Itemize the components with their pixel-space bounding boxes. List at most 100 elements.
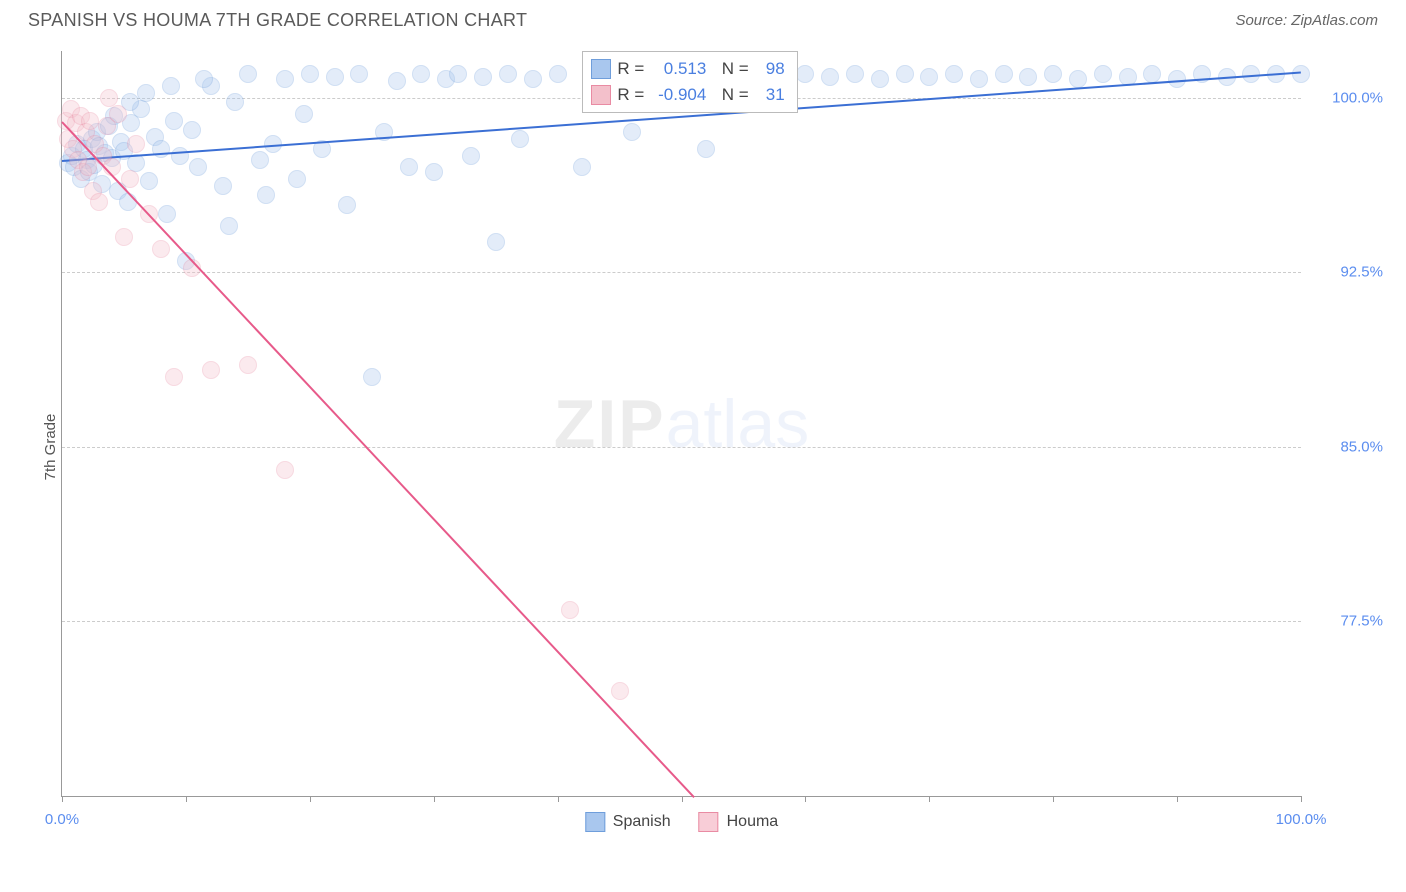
data-point [137, 84, 155, 102]
x-tick [1301, 796, 1302, 802]
data-point [127, 135, 145, 153]
data-point [239, 356, 257, 374]
data-point [896, 65, 914, 83]
data-point [1044, 65, 1062, 83]
data-point [220, 217, 238, 235]
data-point [487, 233, 505, 251]
legend-swatch [699, 812, 719, 832]
data-point [189, 158, 207, 176]
data-point [970, 70, 988, 88]
data-point [462, 147, 480, 165]
data-point [511, 130, 529, 148]
x-tick-label: 100.0% [1276, 811, 1327, 828]
data-point [623, 123, 641, 141]
stat-r-label: R = [617, 56, 644, 82]
data-point [119, 193, 137, 211]
data-point [524, 70, 542, 88]
data-point [276, 70, 294, 88]
data-point [121, 170, 139, 188]
data-point [140, 172, 158, 190]
y-tick-label: 85.0% [1313, 438, 1383, 455]
data-point [871, 70, 889, 88]
stats-box: R = 0.513 N = 98R = -0.904 N = 31 [582, 51, 797, 113]
x-tick [186, 796, 187, 802]
x-tick [558, 796, 559, 802]
data-point [945, 65, 963, 83]
data-point [1019, 68, 1037, 86]
data-point [449, 65, 467, 83]
data-point [796, 65, 814, 83]
series-swatch [591, 85, 611, 105]
gridline [62, 447, 1301, 448]
data-point [338, 196, 356, 214]
data-point [251, 151, 269, 169]
data-point [995, 65, 1013, 83]
gridline [62, 621, 1301, 622]
y-tick-label: 100.0% [1313, 89, 1383, 106]
data-point [100, 89, 118, 107]
x-tick-label: 0.0% [45, 811, 79, 828]
legend-item: Spanish [585, 812, 671, 832]
stat-n-label: N = [712, 82, 748, 108]
data-point [1094, 65, 1112, 83]
y-axis-label: 7th Grade [42, 414, 59, 481]
y-tick-label: 92.5% [1313, 264, 1383, 281]
x-tick [62, 796, 63, 802]
gridline [62, 272, 1301, 273]
x-tick [682, 796, 683, 802]
stat-r-value: 0.513 [650, 56, 706, 82]
stat-n-value: 98 [755, 56, 785, 82]
data-point [202, 361, 220, 379]
source-attribution: Source: ZipAtlas.com [1235, 12, 1378, 29]
chart-container: 7th Grade ZIPatlas 77.5%85.0%92.5%100.0%… [9, 37, 1397, 857]
data-point [363, 368, 381, 386]
data-point [295, 105, 313, 123]
stat-r-label: R = [617, 82, 644, 108]
stat-n-value: 31 [755, 82, 785, 108]
legend-label: Houma [727, 813, 779, 831]
legend-swatch [585, 812, 605, 832]
data-point [257, 186, 275, 204]
data-point [195, 70, 213, 88]
plot-area: ZIPatlas 77.5%85.0%92.5%100.0%0.0%100.0%… [61, 51, 1301, 797]
series-swatch [591, 59, 611, 79]
stat-n-label: N = [712, 56, 748, 82]
data-point [158, 205, 176, 223]
x-tick [1177, 796, 1178, 802]
data-point [152, 240, 170, 258]
data-point [79, 158, 97, 176]
data-point [499, 65, 517, 83]
data-point [388, 72, 406, 90]
x-tick [1053, 796, 1054, 802]
stat-r-value: -0.904 [650, 82, 706, 108]
data-point [165, 368, 183, 386]
chart-title: SPANISH VS HOUMA 7TH GRADE CORRELATION C… [28, 10, 527, 31]
data-point [549, 65, 567, 83]
watermark: ZIPatlas [554, 385, 809, 463]
watermark-zip: ZIP [554, 386, 666, 462]
chart-header: SPANISH VS HOUMA 7TH GRADE CORRELATION C… [0, 0, 1406, 37]
data-point [288, 170, 306, 188]
data-point [171, 147, 189, 165]
x-tick [805, 796, 806, 802]
trend-line [61, 121, 694, 798]
data-point [400, 158, 418, 176]
data-point [90, 193, 108, 211]
data-point [1143, 65, 1161, 83]
data-point [214, 177, 232, 195]
data-point [920, 68, 938, 86]
x-tick [434, 796, 435, 802]
data-point [425, 163, 443, 181]
data-point [115, 228, 133, 246]
data-point [611, 682, 629, 700]
data-point [474, 68, 492, 86]
legend-item: Houma [699, 812, 779, 832]
data-point [301, 65, 319, 83]
stats-row: R = 0.513 N = 98 [591, 56, 784, 82]
data-point [697, 140, 715, 158]
watermark-atlas: atlas [666, 386, 810, 462]
data-point [412, 65, 430, 83]
y-tick-label: 77.5% [1313, 613, 1383, 630]
data-point [1292, 65, 1310, 83]
data-point [239, 65, 257, 83]
